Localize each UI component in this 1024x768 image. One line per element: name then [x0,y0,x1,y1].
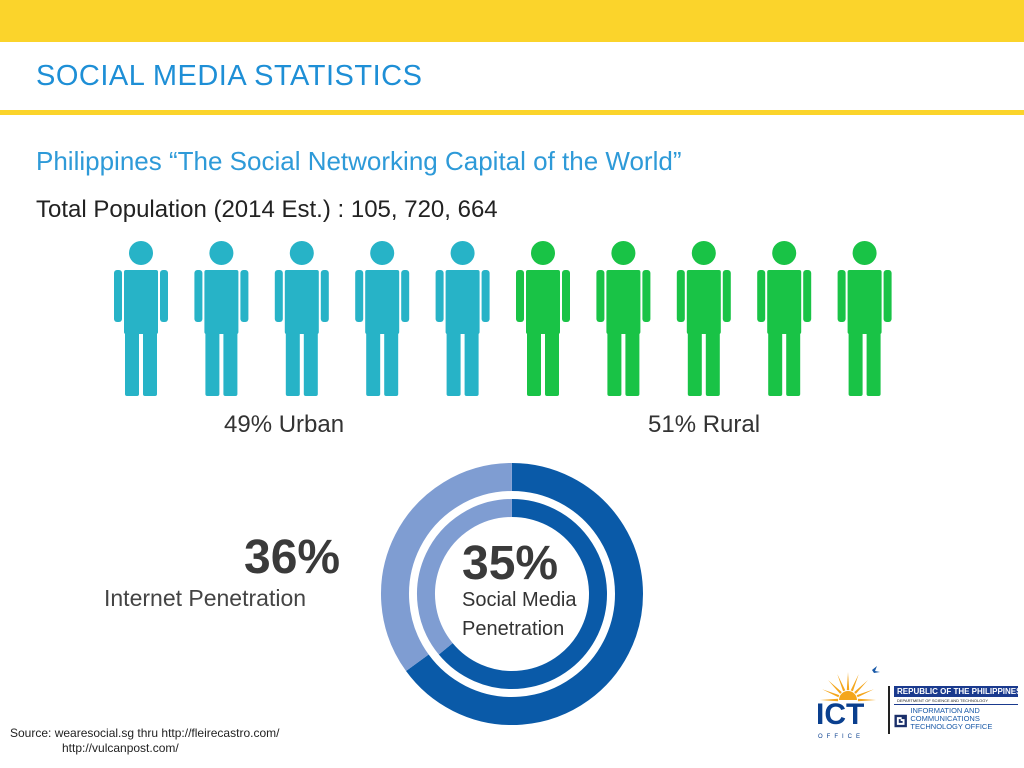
person-figure-7 [596,241,651,396]
dost-seal-icon [894,714,907,728]
source-line-1: Source: wearesocial.sg thru http://fleir… [10,726,280,740]
internet-penetration-label: Internet Penetration [104,585,307,611]
top-color-band [0,0,1024,42]
slide-title: SOCIAL MEDIA STATISTICS [36,60,423,92]
inner-ring-track [438,499,607,689]
rural-figures [516,241,892,396]
social-media-penetration-value: 35% [462,537,559,590]
person-figure-3 [274,241,329,396]
outer-ring-track [406,463,643,725]
office-name-row: INFORMATION AND COMMUNICATIONS TECHNOLOG… [894,705,1018,735]
svg-text:OFFICE: OFFICE [818,734,864,740]
logo-divider [888,686,890,734]
office-name-text: INFORMATION AND COMMUNICATIONS TECHNOLOG… [910,706,993,731]
ict-sun-logo-icon: ICT OFFICE [816,666,880,740]
social-media-arc [381,463,513,671]
social-media-penetration-label: Social Media Penetration [462,589,577,640]
person-figure-9 [757,241,812,396]
rural-percentage-label: 51% Rural [648,411,761,438]
svg-text:ICT: ICT [816,698,864,731]
person-figure-6 [516,241,570,396]
person-figure-4 [355,241,410,396]
person-figure-5 [435,241,490,396]
population-pictogram [110,240,910,396]
person-figure-10 [837,241,892,396]
source-line-2: http://vulcanpost.com/ [62,741,179,755]
person-figure-8 [676,241,731,396]
person-figure-1 [114,241,168,396]
source-citation: Source: wearesocial.sg thru http://fleir… [10,726,279,756]
penetration-donut-chart [380,448,644,740]
urban-figures [114,241,490,396]
ict-office-logo: ICT OFFICE REPUBLIC OF THE PHILIPPINES D… [808,660,1020,742]
person-figure-2 [194,241,249,396]
internet-arc [417,499,513,655]
gov-text-block: REPUBLIC OF THE PHILIPPINES DEPARTMENT O… [894,686,1018,735]
republic-text: REPUBLIC OF THE PHILIPPINES [894,686,1018,697]
slide-subtitle: Philippines “The Social Networking Capit… [36,146,682,176]
total-population-text: Total Population (2014 Est.) : 105, 720,… [36,196,498,223]
title-divider [0,110,1024,115]
urban-percentage-label: 49% Urban [224,411,345,438]
internet-penetration-value: 36% [244,531,341,584]
department-text: DEPARTMENT OF SCIENCE AND TECHNOLOGY [894,697,1018,705]
